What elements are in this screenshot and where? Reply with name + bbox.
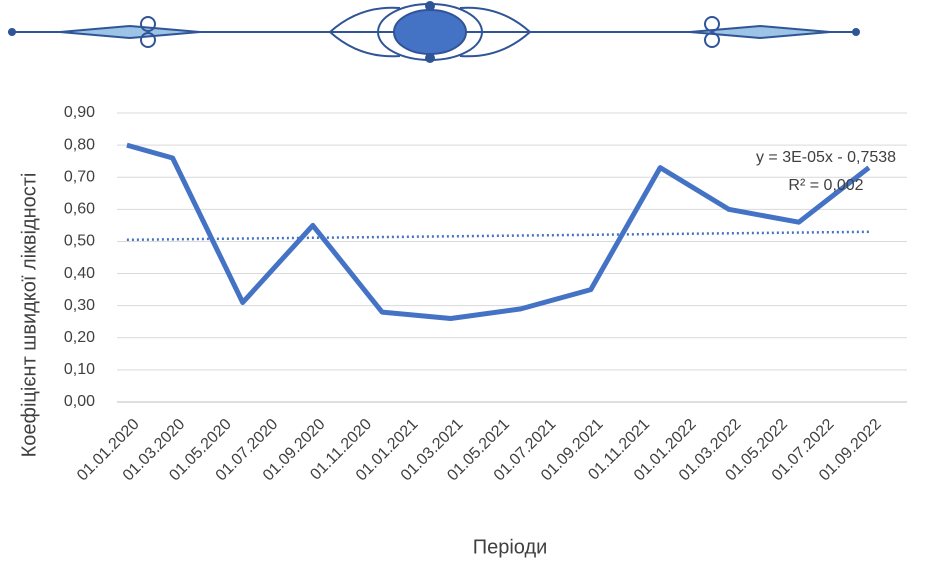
trendline (126, 230, 869, 242)
x-axis-title: Періоди (473, 536, 548, 558)
y-tick-label: 0,60 (64, 201, 95, 218)
y-tick-label: 0,90 (64, 104, 95, 121)
y-tick-label: 0,50 (64, 233, 95, 250)
y-axis-title: Коефіцієнт швидкої ліквідності (18, 173, 40, 458)
y-tick-label: 0,10 (64, 361, 95, 378)
y-tick-label: 0,40 (64, 265, 95, 282)
y-tick-label: 0,00 (64, 393, 95, 410)
y-tick-label: 0,20 (64, 329, 95, 346)
y-tick-label: 0,80 (64, 136, 95, 153)
y-tick-label: 0,70 (64, 168, 95, 185)
header-ornament (8, 1, 860, 63)
y-tick-label: 0,30 (64, 297, 95, 314)
trend-equation: y = 3E-05x - 0,7538 (756, 149, 896, 166)
series-line (126, 142, 871, 321)
trend-r-squared: R² = 0,002 (788, 177, 863, 194)
